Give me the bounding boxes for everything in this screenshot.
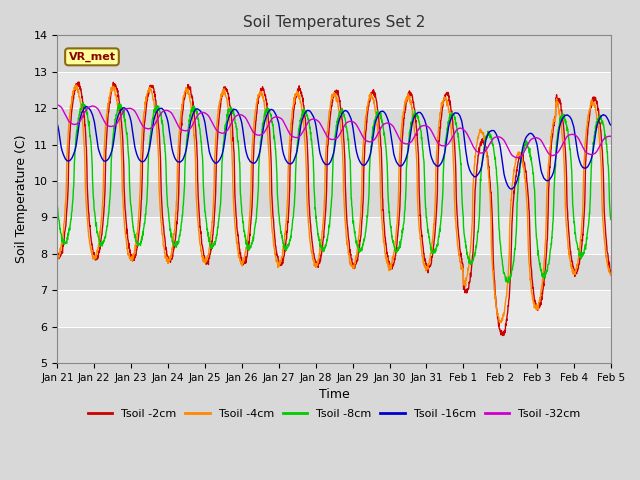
- Tsoil -4cm: [72, 82, 80, 88]
- Legend: Tsoil -2cm, Tsoil -4cm, Tsoil -8cm, Tsoil -16cm, Tsoil -32cm: Tsoil -2cm, Tsoil -4cm, Tsoil -8cm, Tsoi…: [84, 404, 585, 423]
- Bar: [58, 36, 611, 72]
- Tsoil -2cm: [559, 113, 566, 119]
- Bar: [58, 181, 611, 217]
- Tsoil -8cm: [504, 280, 512, 286]
- Tsoil -8cm: [79, 100, 86, 106]
- Tsoil -2cm: [607, 271, 615, 276]
- Tsoil -32cm: [54, 102, 61, 108]
- Tsoil -4cm: [54, 256, 61, 262]
- Y-axis label: Soil Temperature (C): Soil Temperature (C): [15, 135, 28, 264]
- Tsoil -16cm: [574, 152, 582, 157]
- Tsoil -4cm: [208, 219, 216, 225]
- Tsoil -2cm: [351, 261, 358, 267]
- Tsoil -4cm: [351, 261, 358, 266]
- Tsoil -32cm: [495, 134, 503, 140]
- Tsoil -8cm: [362, 224, 370, 230]
- Tsoil -8cm: [54, 204, 61, 210]
- Tsoil -32cm: [607, 133, 615, 139]
- Tsoil -8cm: [559, 111, 566, 117]
- Tsoil -4cm: [559, 136, 566, 142]
- Bar: [58, 254, 611, 290]
- Tsoil -8cm: [607, 217, 615, 223]
- Tsoil -8cm: [208, 243, 216, 249]
- Tsoil -2cm: [574, 266, 582, 272]
- Tsoil -2cm: [495, 325, 503, 331]
- Tsoil -2cm: [54, 250, 61, 255]
- Tsoil -4cm: [495, 317, 503, 323]
- Tsoil -4cm: [497, 320, 504, 325]
- Line: Tsoil -2cm: Tsoil -2cm: [58, 82, 611, 336]
- Bar: [58, 108, 611, 144]
- Line: Tsoil -4cm: Tsoil -4cm: [58, 85, 611, 323]
- Line: Tsoil -8cm: Tsoil -8cm: [58, 103, 611, 283]
- Bar: [58, 326, 611, 363]
- Tsoil -32cm: [574, 134, 582, 140]
- Tsoil -32cm: [350, 120, 358, 125]
- Tsoil -2cm: [499, 333, 507, 338]
- Title: Soil Temperatures Set 2: Soil Temperatures Set 2: [243, 15, 426, 30]
- Tsoil -8cm: [351, 228, 358, 234]
- Tsoil -16cm: [507, 186, 515, 192]
- Tsoil -16cm: [495, 139, 503, 145]
- Tsoil -4cm: [574, 261, 582, 266]
- Tsoil -8cm: [495, 228, 503, 233]
- Line: Tsoil -16cm: Tsoil -16cm: [58, 107, 611, 189]
- Tsoil -16cm: [208, 156, 216, 162]
- Text: VR_met: VR_met: [68, 52, 115, 62]
- Tsoil -2cm: [362, 125, 370, 131]
- Tsoil -16cm: [362, 160, 370, 166]
- Tsoil -4cm: [607, 271, 615, 277]
- Tsoil -32cm: [362, 138, 370, 144]
- Tsoil -32cm: [513, 155, 521, 160]
- Tsoil -2cm: [74, 79, 82, 85]
- Tsoil -16cm: [83, 104, 90, 109]
- X-axis label: Time: Time: [319, 388, 349, 401]
- Tsoil -2cm: [208, 238, 216, 244]
- Tsoil -16cm: [607, 122, 615, 128]
- Tsoil -4cm: [362, 111, 370, 117]
- Line: Tsoil -32cm: Tsoil -32cm: [58, 105, 611, 157]
- Tsoil -16cm: [559, 116, 566, 121]
- Tsoil -16cm: [54, 121, 61, 127]
- Tsoil -16cm: [351, 134, 358, 140]
- Tsoil -8cm: [574, 247, 582, 252]
- Tsoil -32cm: [208, 119, 216, 124]
- Tsoil -32cm: [558, 142, 566, 148]
